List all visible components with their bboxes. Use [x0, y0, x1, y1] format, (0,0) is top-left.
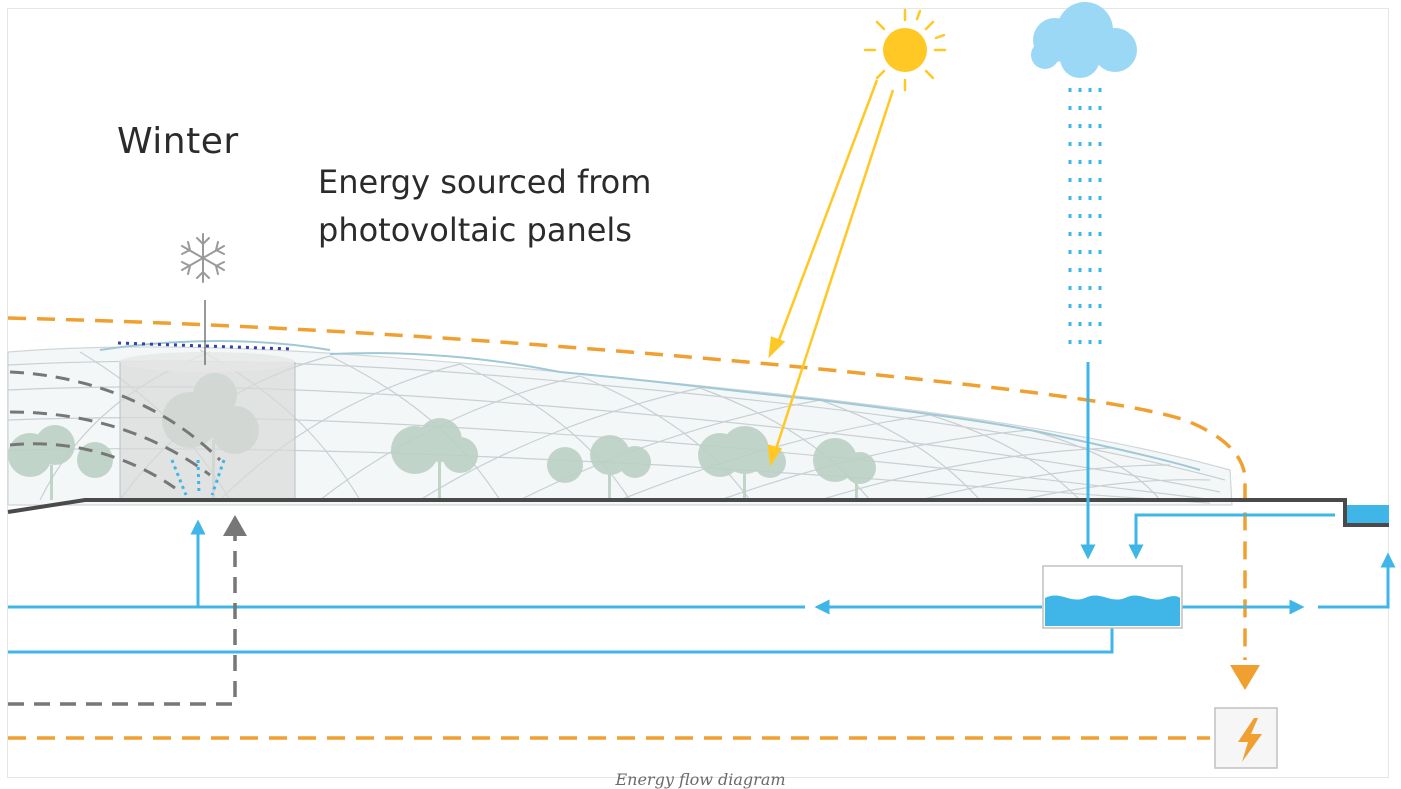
description-line-2: photovoltaic panels [318, 211, 632, 249]
lightning-bolt-icon [1238, 718, 1262, 762]
tower-top-dotted-line [117, 341, 293, 351]
central-tower [119, 352, 296, 500]
season-label: Winter [117, 121, 239, 162]
heat-flow-curves [9, 370, 222, 490]
heat-return-line [8, 530, 237, 706]
cloud-icon [1031, 2, 1137, 78]
water-flow-lines [8, 362, 1396, 654]
description-line-1: Energy sourced from [318, 163, 652, 201]
water-storage-tank [1042, 565, 1183, 629]
outlet-water [1347, 505, 1389, 523]
greenhouse-canopy [7, 340, 1233, 506]
water-spray [170, 459, 226, 496]
heat-up-arrowhead [223, 515, 247, 536]
figure-caption: Energy flow diagram [615, 770, 786, 789]
energy-source-description: Energy sourced from photovoltaic panels [318, 158, 651, 254]
sun-icon [863, 8, 947, 92]
energy-envelope-line [7, 316, 1247, 660]
ground-line [7, 498, 1389, 527]
energy-down-arrowhead [1230, 665, 1260, 690]
snowflake-icon [181, 233, 225, 283]
rain-drops [1068, 88, 1102, 355]
solar-rays [767, 79, 895, 467]
